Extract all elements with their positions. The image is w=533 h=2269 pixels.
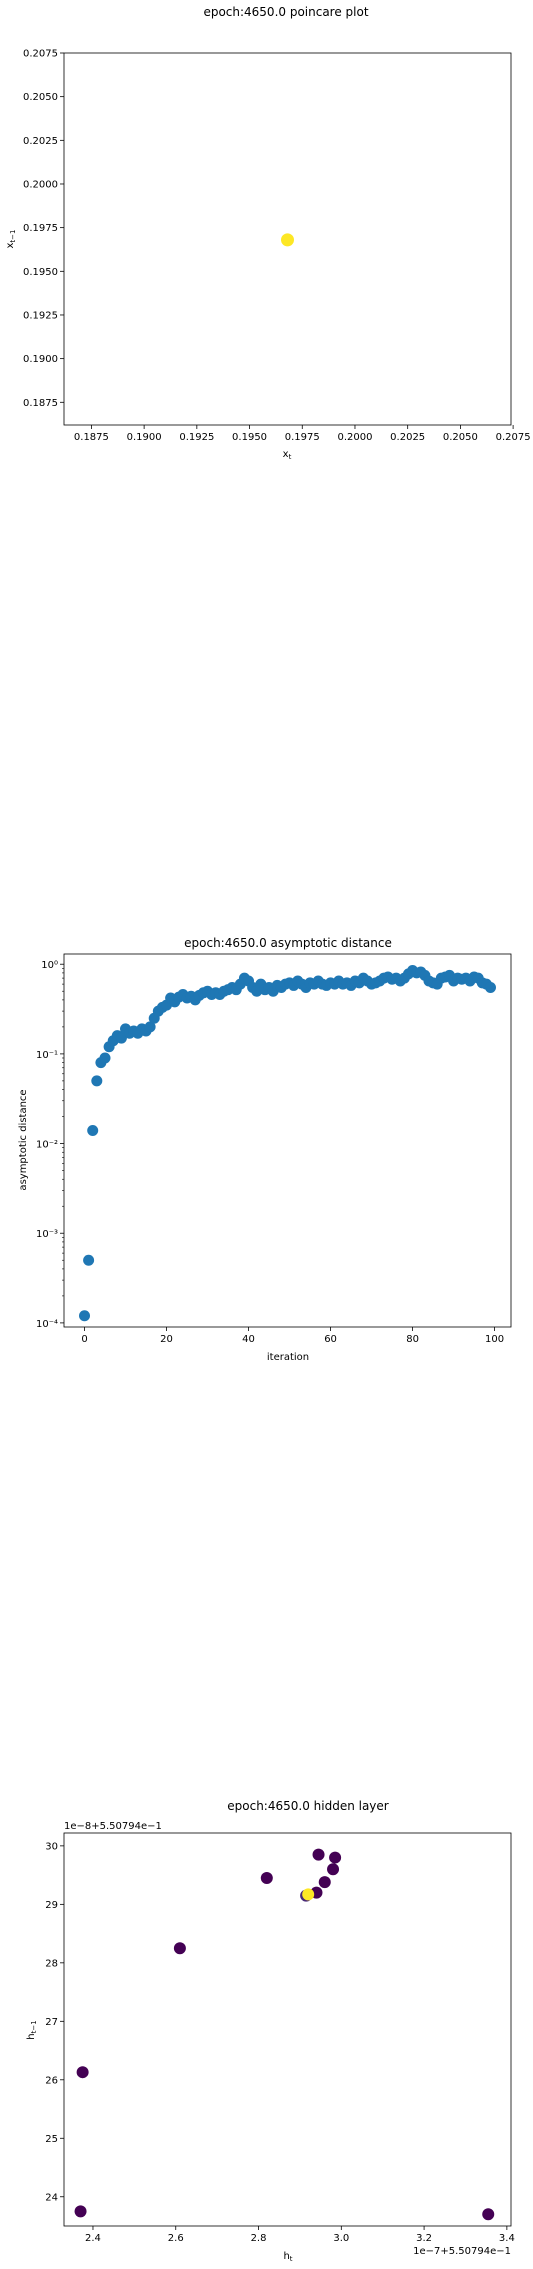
asymptotic-data-point bbox=[79, 1310, 91, 1322]
hidden-y-tick-label: 30 bbox=[45, 1841, 58, 1852]
hidden-layer-x-label: ht bbox=[283, 2251, 292, 2263]
poincare-y-tick-label: 0.2050 bbox=[23, 92, 58, 103]
asymptotic-x-tick-label: 80 bbox=[406, 1334, 419, 1345]
poincare-x-tick-label: 0.2075 bbox=[496, 432, 531, 443]
poincare-plot-x-label: xt bbox=[283, 449, 292, 461]
hidden-layer-data-point bbox=[76, 2066, 89, 2079]
hidden-y-tick-label: 26 bbox=[45, 2075, 58, 2086]
hidden-x-tick-label: 2.6 bbox=[168, 2233, 184, 2244]
hidden-layer-data-point bbox=[482, 2208, 495, 2221]
hidden-x-tick-label: 3.2 bbox=[416, 2233, 432, 2244]
hidden-layer-data-point bbox=[173, 1942, 186, 1955]
hidden-y-tick-label: 29 bbox=[45, 1900, 58, 1911]
poincare-x-tick-label: 0.1900 bbox=[127, 432, 162, 443]
asymptotic-x-tick-label: 0 bbox=[81, 1334, 87, 1345]
asymptotic-distance-chart: epoch:4650.0 asymptotic distance 0 20 40 60… bbox=[18, 936, 512, 1363]
poincare-y-tick-label: 0.2000 bbox=[23, 179, 58, 190]
asymptotic-distance-y-label: asymptotic distance bbox=[18, 1089, 29, 1190]
poincare-data-point bbox=[281, 233, 294, 247]
hidden-x-tick-label: 3.0 bbox=[333, 2233, 349, 2244]
poincare-plot-axes-frame bbox=[63, 52, 512, 426]
hidden-layer-title: epoch:4650.0 hidden layer bbox=[227, 1799, 389, 1813]
poincare-x-tick-label: 0.1925 bbox=[179, 432, 214, 443]
poincare-x-tick-label: 0.1950 bbox=[232, 432, 267, 443]
asymptotic-y-tick-label: 10⁻⁴ bbox=[36, 1319, 58, 1330]
hidden-y-tick-label: 27 bbox=[45, 2017, 58, 2028]
asymptotic-y-tick-label: 10⁻¹ bbox=[36, 1050, 58, 1061]
asymptotic-data-point bbox=[115, 1032, 127, 1044]
asymptotic-data-point bbox=[87, 1124, 99, 1136]
poincare-y-tick-label: 0.1950 bbox=[23, 267, 58, 278]
asymptotic-y-tick-label: 10⁰ bbox=[41, 960, 58, 971]
hidden-y-tick-label: 25 bbox=[45, 2134, 58, 2145]
hidden-x-tick-label: 3.4 bbox=[499, 2233, 515, 2244]
hidden-layer-data-point bbox=[329, 1851, 342, 1864]
hidden-layer-y-label: ht−1 bbox=[26, 2020, 38, 2039]
asymptotic-y-tick-label: 10⁻³ bbox=[36, 1229, 58, 1240]
poincare-x-tick-label: 0.1875 bbox=[74, 432, 109, 443]
hidden-layer-data-point bbox=[74, 2205, 87, 2218]
asymptotic-x-tick-label: 60 bbox=[324, 1334, 337, 1345]
poincare-x-tick-label: 0.2000 bbox=[337, 432, 372, 443]
hidden-layer-data-point bbox=[327, 1863, 340, 1876]
asymptotic-data-point bbox=[91, 1075, 103, 1087]
asymptotic-data-point bbox=[83, 1254, 95, 1266]
poincare-y-tick-label: 0.2075 bbox=[23, 49, 58, 60]
poincare-y-tick-label: 0.2025 bbox=[23, 136, 58, 147]
hidden-layer-data-point bbox=[302, 1888, 315, 1901]
asymptotic-x-tick-label: 20 bbox=[160, 1334, 173, 1345]
asymptotic-y-tick-label: 10⁻² bbox=[36, 1140, 58, 1151]
poincare-plot-title: epoch:4650.0 poincare plot bbox=[203, 5, 368, 19]
hidden-layer-data-point bbox=[312, 1848, 325, 1861]
asymptotic-distance-x-label: iteration bbox=[267, 1352, 309, 1363]
poincare-y-tick-label: 0.1925 bbox=[23, 310, 58, 321]
hidden-layer-data-point bbox=[318, 1876, 331, 1889]
hidden-layer-x-offset-text: 1e−7+5.50794e−1 bbox=[413, 2246, 511, 2257]
poincare-plot-y-label: xt−1 bbox=[5, 230, 17, 249]
hidden-x-tick-label: 2.4 bbox=[85, 2233, 101, 2244]
poincare-y-tick-label: 0.1975 bbox=[23, 223, 58, 234]
hidden-layer-axes-frame bbox=[63, 1832, 512, 2227]
asymptotic-distance-title: epoch:4650.0 asymptotic distance bbox=[184, 936, 392, 950]
asymptotic-data-point bbox=[99, 1052, 111, 1064]
asymptotic-x-tick-label: 100 bbox=[485, 1334, 504, 1345]
asymptotic-data-point bbox=[484, 981, 496, 993]
asymptotic-x-tick-label: 40 bbox=[242, 1334, 255, 1345]
poincare-x-tick-label: 0.2025 bbox=[390, 432, 425, 443]
asymptotic-distance-axes-frame bbox=[63, 953, 512, 1328]
hidden-layer-y-offset-text: 1e−8+5.50794e−1 bbox=[64, 1821, 162, 1832]
poincare-x-tick-label: 0.2050 bbox=[443, 432, 478, 443]
hidden-layer-chart: epoch:4650.0 hidden layer 1e−8+5.50794e−… bbox=[26, 1799, 515, 2263]
poincare-y-tick-label: 0.1900 bbox=[23, 354, 58, 365]
asymptotic-data-point bbox=[144, 1021, 156, 1033]
hidden-y-tick-label: 28 bbox=[45, 1958, 58, 1969]
hidden-layer-data-point bbox=[260, 1872, 273, 1885]
poincare-y-tick-label: 0.1875 bbox=[23, 398, 58, 409]
poincare-plot-chart: epoch:4650.0 poincare plot 0.1875 0.1900 0… bbox=[5, 5, 531, 461]
hidden-x-tick-label: 2.8 bbox=[251, 2233, 267, 2244]
poincare-x-tick-label: 0.1975 bbox=[285, 432, 320, 443]
hidden-y-tick-label: 24 bbox=[45, 2192, 58, 2203]
